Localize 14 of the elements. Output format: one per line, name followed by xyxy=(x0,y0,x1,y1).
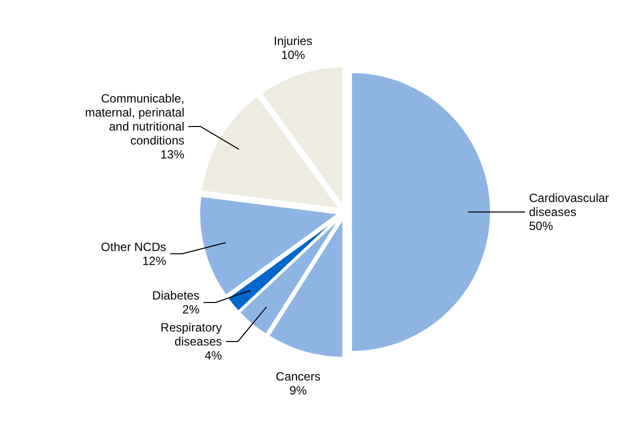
slice-label: Other NCDs xyxy=(100,240,166,254)
data-label: 10% xyxy=(281,48,306,62)
data-label: 2% xyxy=(182,302,200,316)
slice-label: Respiratory diseases xyxy=(160,320,222,348)
slice-label: Cancers xyxy=(276,369,320,384)
slice-label: Diabetes xyxy=(152,288,200,302)
data-label: 50% xyxy=(529,219,554,233)
data-label: 4% xyxy=(204,348,222,362)
slice-label: Communicable, maternal, perinatal and nutritional conditions xyxy=(85,91,184,148)
slice-label: Cardiovascular diseases xyxy=(529,191,610,219)
data-label: 12% xyxy=(142,254,167,268)
slice-label: Injuries xyxy=(274,34,312,48)
data-label: 13% xyxy=(160,147,185,162)
data-label: 9% xyxy=(289,383,308,398)
